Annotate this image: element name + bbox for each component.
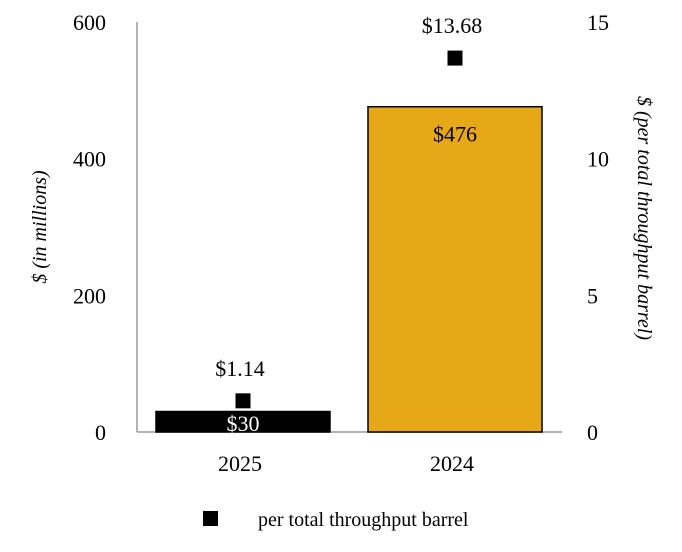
category-label: 2024 (430, 451, 474, 476)
legend-marker-square-icon (203, 511, 218, 526)
left-axis-title: $ (in millions) (29, 170, 51, 284)
left-tick-label: 0 (95, 420, 106, 445)
right-axis-title: $ (per total throughput barrel) (633, 96, 655, 340)
right-tick-label: 10 (587, 147, 609, 172)
marker-square-2025 (235, 393, 251, 409)
marker-value-label: $13.68 (422, 13, 483, 38)
category-labels: 2025 2024 (218, 451, 474, 476)
legend: per total throughput barrel (203, 509, 469, 531)
left-tick-label: 600 (73, 10, 106, 35)
right-axis-ticks: 0 5 10 15 (587, 10, 609, 445)
marker-square-2024 (447, 50, 463, 66)
markers: $1.14 $13.68 (215, 13, 483, 409)
right-tick-label: 0 (587, 420, 598, 445)
bar-value-label: $476 (433, 122, 477, 147)
marker-value-label: $1.14 (215, 356, 265, 381)
bar-2024 (367, 105, 543, 433)
left-tick-label: 200 (73, 283, 106, 308)
bar-2025 (155, 410, 331, 433)
left-axis-ticks: 0 200 400 600 (73, 10, 106, 445)
right-tick-label: 15 (587, 10, 609, 35)
bars: $30 $476 (155, 105, 543, 436)
left-tick-label: 400 (73, 147, 106, 172)
right-tick-label: 5 (587, 283, 598, 308)
bar-value-label: $30 (227, 411, 260, 436)
legend-label: per total throughput barrel (258, 509, 469, 531)
category-label: 2025 (218, 451, 262, 476)
